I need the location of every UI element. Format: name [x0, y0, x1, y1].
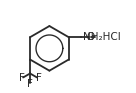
Text: O: O: [86, 32, 94, 42]
Text: NH₂HCl: NH₂HCl: [83, 32, 120, 42]
Text: F: F: [35, 73, 41, 83]
Text: F: F: [27, 79, 33, 89]
Text: F: F: [19, 73, 25, 83]
